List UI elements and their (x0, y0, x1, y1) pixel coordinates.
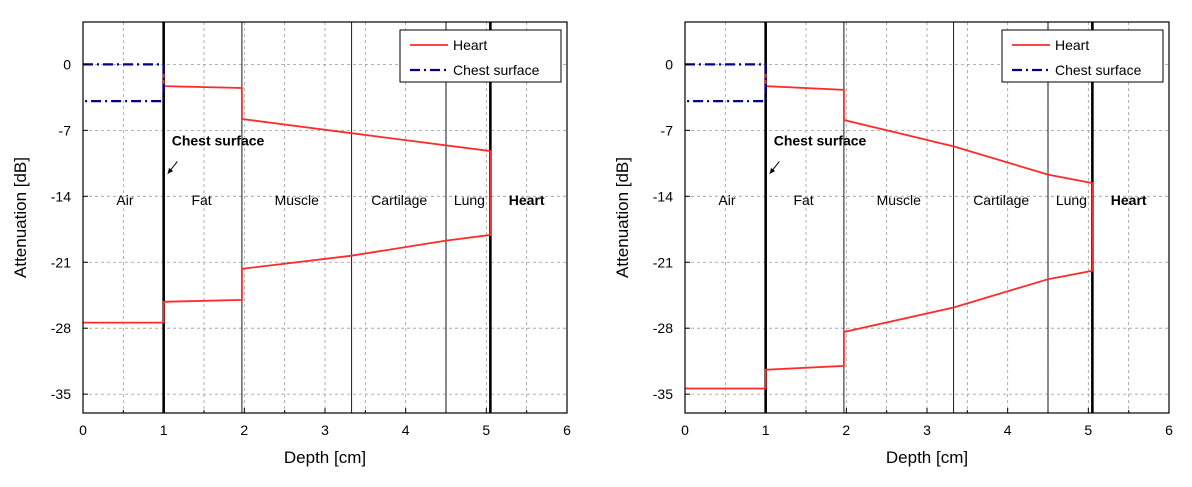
region-label-heart: Heart (1111, 192, 1147, 208)
x-tick-label: 3 (923, 422, 931, 438)
x-tick-label: 2 (842, 422, 850, 438)
chest-surface-attenuation-line (83, 63, 165, 103)
legend-chest-surface-label: Chest surface (453, 62, 540, 78)
region-label-lung: Lung (454, 192, 485, 208)
chart-panel-left: 0 -7 -14 -21 -28 -35 0 1 2 3 4 5 6 Depth [cm] Attenuat… (0, 0, 596, 482)
heart-attenuation-line (685, 64, 1094, 390)
y-axis-label: Attenuation [dB] (613, 157, 632, 278)
region-label-muscle: Muscle (275, 192, 320, 208)
y-tick-label: -21 (653, 254, 673, 270)
y-tick-label: -35 (653, 386, 673, 402)
x-tick-label: 3 (321, 422, 329, 438)
y-tick-label: -14 (51, 188, 71, 204)
heart-attenuation-line (83, 64, 492, 324)
legend-box (399, 29, 562, 83)
legend-chest-surface-label: Chest surface (1055, 62, 1142, 78)
y-tick-label: -7 (59, 122, 72, 138)
chart-panel-right: 0 -7 -14 -21 -28 -35 0 1 2 3 4 5 6 Depth [cm] Attenuat… (602, 0, 1192, 482)
x-tick-label: 1 (160, 422, 168, 438)
y-axis-label: Attenuation [dB] (11, 157, 30, 278)
legend-box (1001, 29, 1164, 83)
x-tick-label: 6 (563, 422, 571, 438)
region-label-cartilage: Cartilage (371, 192, 427, 208)
chest-surface-annotation: Chest surface (774, 132, 867, 148)
x-tick-label: 0 (681, 422, 689, 438)
y-tick-label: -28 (51, 320, 71, 336)
y-tick-label: -21 (51, 254, 71, 270)
chest-surface-attenuation-line (685, 63, 767, 103)
region-label-cartilage: Cartilage (973, 192, 1029, 208)
y-tick-label: 0 (665, 56, 673, 72)
y-tick-label: -28 (653, 320, 673, 336)
legend-heart-label: Heart (453, 37, 487, 53)
x-tick-label: 1 (762, 422, 770, 438)
x-axis-label: Depth [cm] (284, 448, 366, 467)
attenuation-chart-right: 0 -7 -14 -21 -28 -35 0 1 2 3 4 5 6 Depth [cm] Attenuat… (613, 21, 1173, 467)
chest-surface-annotation: Chest surface (172, 132, 265, 148)
region-label-air: Air (718, 192, 735, 208)
x-tick-label: 4 (1004, 422, 1012, 438)
x-tick-label: 4 (402, 422, 410, 438)
y-tick-label: -7 (661, 122, 674, 138)
x-tick-label: 5 (482, 422, 490, 438)
attenuation-chart-left: 0 -7 -14 -21 -28 -35 0 1 2 3 4 5 6 Depth [cm] Attenuat… (11, 21, 571, 467)
region-label-heart: Heart (509, 192, 545, 208)
annotation-arrowhead (769, 167, 776, 174)
x-tick-label: 5 (1084, 422, 1092, 438)
x-tick-label: 2 (240, 422, 248, 438)
region-label-air: Air (116, 192, 133, 208)
x-axis-label: Depth [cm] (886, 448, 968, 467)
region-label-fat: Fat (191, 192, 211, 208)
y-tick-label: -14 (653, 188, 673, 204)
x-tick-label: 0 (79, 422, 87, 438)
region-label-muscle: Muscle (877, 192, 922, 208)
y-tick-label: -35 (51, 386, 71, 402)
legend-heart-label: Heart (1055, 37, 1089, 53)
x-tick-label: 6 (1165, 422, 1173, 438)
region-label-lung: Lung (1056, 192, 1087, 208)
annotation-arrowhead (167, 167, 174, 174)
y-tick-label: 0 (63, 56, 71, 72)
region-label-fat: Fat (793, 192, 813, 208)
